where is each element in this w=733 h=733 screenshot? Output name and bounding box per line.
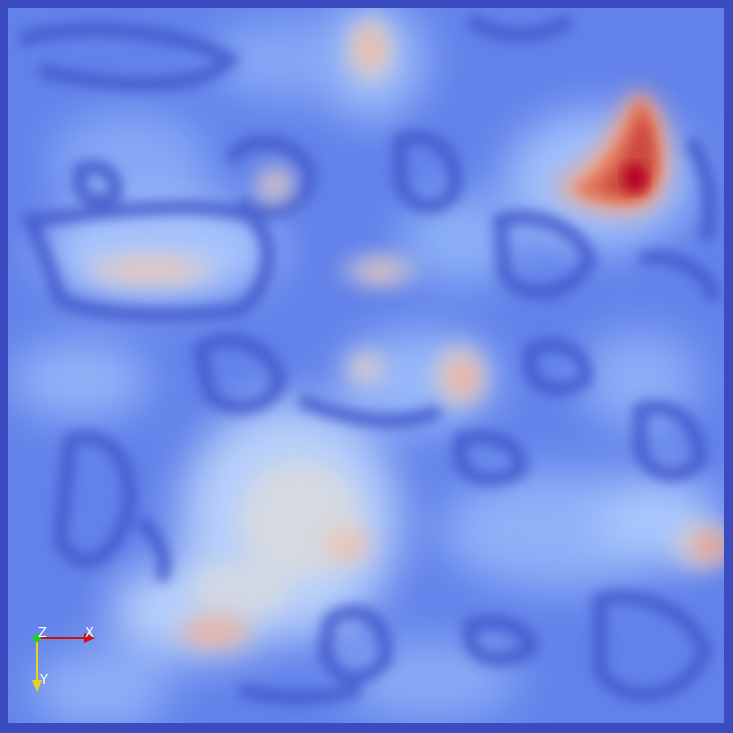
warm-regions (102, 28, 724, 646)
hotspot (555, 92, 669, 214)
dark-contours (17, 14, 722, 705)
